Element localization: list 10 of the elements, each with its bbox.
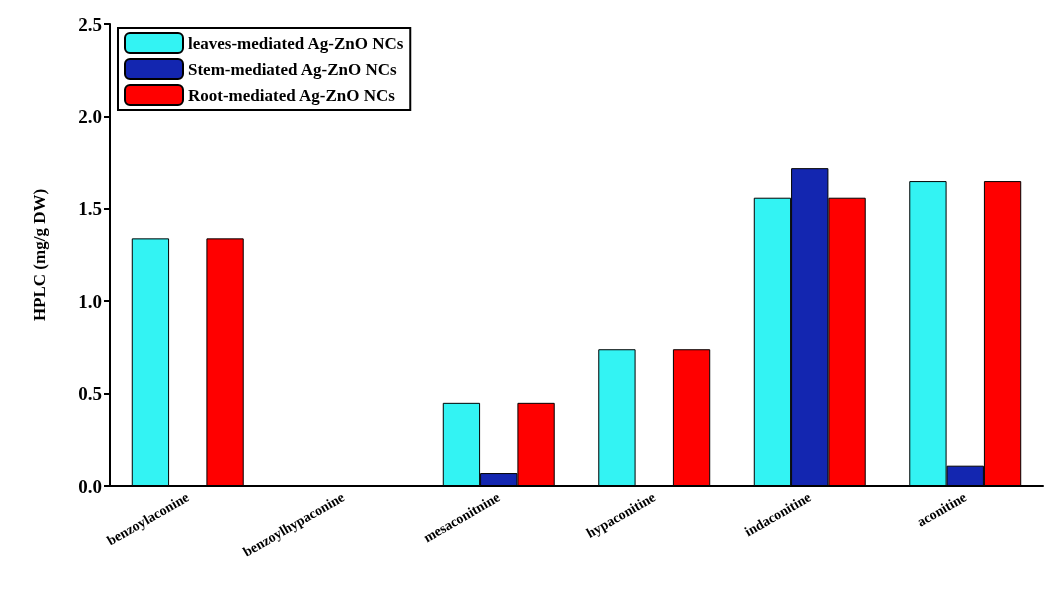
y-tick-label: 2.0: [78, 105, 102, 127]
y-tick-label: 1.0: [78, 290, 102, 312]
legend-label: Root-mediated Ag-ZnO NCs: [188, 85, 396, 105]
y-tick-label: 0.0: [78, 475, 102, 497]
legend-label: leaves-mediated Ag-ZnO NCs: [188, 33, 404, 53]
y-axis-title: HPLC (mg/g DW): [30, 188, 49, 322]
y-tick-label: 2.5: [78, 13, 102, 35]
y-tick-label: 1.5: [78, 198, 102, 220]
y-tick-label: 0.5: [78, 383, 102, 405]
legend-label: Stem-mediated Ag-ZnO NCs: [188, 59, 398, 79]
